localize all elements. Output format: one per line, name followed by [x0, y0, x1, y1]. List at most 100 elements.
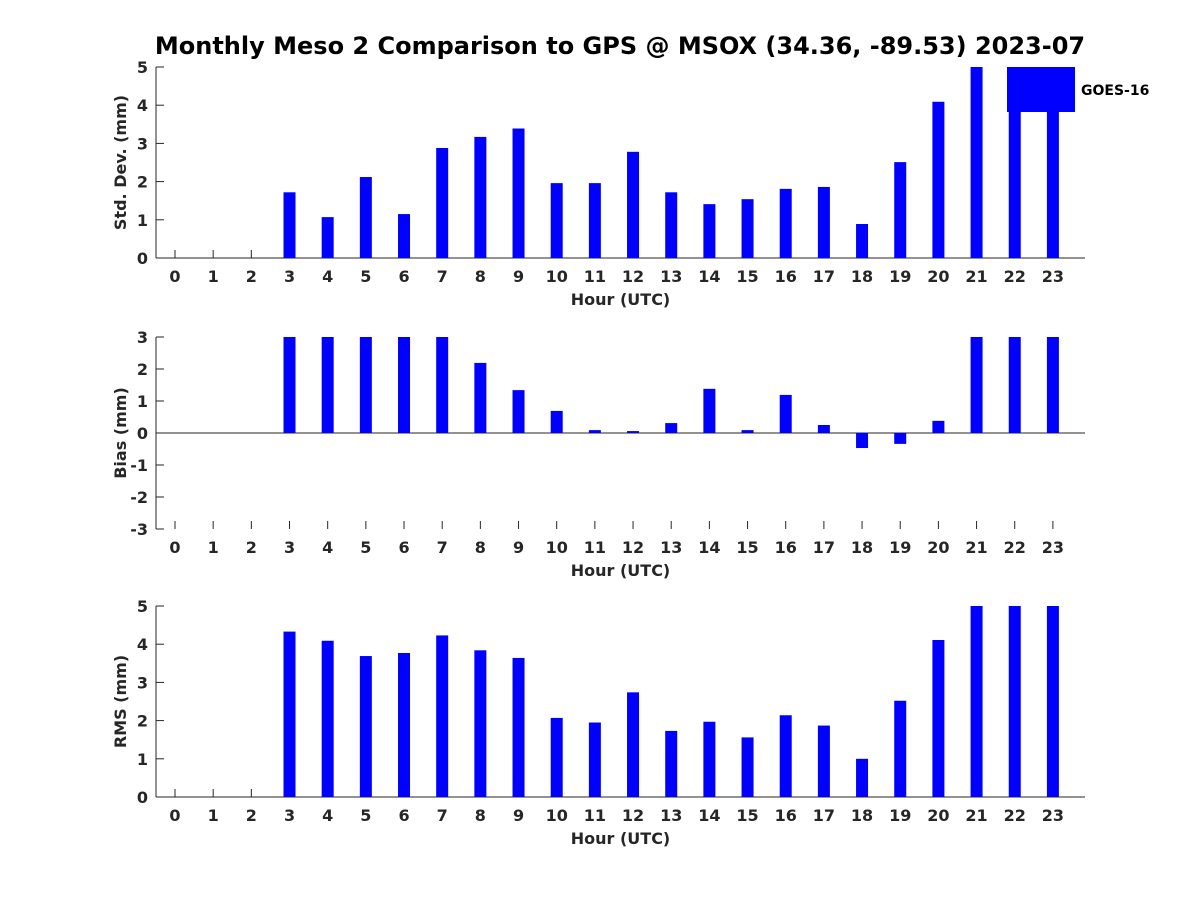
std-dev-x-tick-label: 10: [546, 267, 568, 286]
rms-bar: [1046, 606, 1059, 797]
bias-bar: [932, 420, 945, 433]
bias-x-tick-label: 12: [622, 538, 644, 557]
std-dev-x-tick-label: 0: [169, 267, 180, 286]
std-dev-bar: [283, 192, 296, 258]
bias-x-tick-label: 13: [660, 538, 682, 557]
rms-bar: [894, 700, 907, 797]
bias-bar: [856, 433, 869, 449]
std-dev-x-tick-label: 1: [208, 267, 219, 286]
std-dev-x-tick-label: 22: [1004, 267, 1026, 286]
rms-x-tick-label: 11: [584, 806, 606, 825]
rms-bar: [474, 650, 487, 797]
rms-x-tick-label: 22: [1004, 806, 1026, 825]
rms-bar: [932, 639, 945, 797]
bias-bar: [474, 362, 487, 433]
bias-y-tick-label: -3: [130, 520, 148, 539]
rms-x-tick-label: 20: [927, 806, 949, 825]
std-dev-x-tick-label: 21: [965, 267, 987, 286]
rms-x-tick-label: 23: [1042, 806, 1064, 825]
bias-x-tick-label: 21: [965, 538, 987, 557]
bias-y-tick-label: -1: [130, 456, 148, 475]
rms-x-axis-label: Hour (UTC): [571, 829, 671, 848]
std-dev-bar: [932, 101, 945, 259]
chart-title: Monthly Meso 2 Comparison to GPS @ MSOX …: [155, 32, 1085, 60]
rms-x-tick-label: 2: [246, 806, 257, 825]
bias-x-tick-label: 8: [475, 538, 486, 557]
std-dev-bar: [894, 162, 907, 258]
std-dev-bar: [856, 224, 869, 258]
std-dev-bar: [741, 199, 754, 258]
bias-x-tick-label: 18: [851, 538, 873, 557]
std-dev-bar: [779, 188, 792, 258]
std-dev-x-tick-label: 5: [360, 267, 371, 286]
std-dev-bar: [588, 183, 601, 258]
std-dev-x-tick-label: 9: [513, 267, 524, 286]
std-dev-y-tick-label: 1: [137, 211, 148, 230]
bias-x-tick-label: 20: [927, 538, 949, 557]
rms-x-tick-label: 9: [513, 806, 524, 825]
bias-x-tick-label: 16: [775, 538, 797, 557]
rms-bar: [398, 652, 411, 797]
rms-bar: [970, 606, 983, 797]
rms-bar: [1008, 606, 1021, 797]
bias-x-tick-label: 6: [398, 538, 409, 557]
bias-x-tick-label: 1: [208, 538, 219, 557]
std-dev-bar: [817, 186, 830, 258]
std-dev-x-tick-label: 14: [698, 267, 720, 286]
bias-x-tick-label: 3: [284, 538, 295, 557]
bias-bar: [436, 337, 449, 433]
rms-y-axis-label: RMS (mm): [111, 655, 130, 748]
std-dev-x-tick-label: 19: [889, 267, 911, 286]
rms-bar: [550, 717, 563, 797]
std-dev-x-tick-label: 17: [813, 267, 835, 286]
bias-x-tick-label: 2: [246, 538, 257, 557]
bias-x-axis-label: Hour (UTC): [571, 561, 671, 580]
bias-x-tick-label: 11: [584, 538, 606, 557]
bias-y-tick-label: 2: [137, 360, 148, 379]
bias-bar: [627, 431, 640, 433]
bias-y-tick-label: -2: [130, 488, 148, 507]
bias-bar: [665, 423, 678, 433]
rms-bar: [283, 631, 296, 797]
rms-x-tick-label: 14: [698, 806, 720, 825]
bias-bar: [1008, 337, 1021, 433]
bias-x-tick-label: 10: [546, 538, 568, 557]
bias-y-tick-label: 0: [137, 424, 148, 443]
rms-y-tick-label: 1: [137, 750, 148, 769]
std-dev-bar: [703, 204, 716, 258]
bias-bar: [741, 430, 754, 433]
bias-bar: [550, 410, 563, 433]
rms-x-tick-label: 21: [965, 806, 987, 825]
bias-x-tick-label: 5: [360, 538, 371, 557]
std-dev-x-tick-label: 11: [584, 267, 606, 286]
rms-y-tick-label: 3: [137, 673, 148, 692]
std-dev-x-tick-label: 16: [775, 267, 797, 286]
std-dev-y-axis-label: Std. Dev. (mm): [111, 95, 130, 230]
rms-bar: [741, 737, 754, 797]
std-dev-bar: [1046, 67, 1059, 258]
bias-x-tick-label: 0: [169, 538, 180, 557]
rms-x-tick-label: 8: [475, 806, 486, 825]
std-dev-x-tick-label: 4: [322, 267, 333, 286]
rms-x-tick-label: 16: [775, 806, 797, 825]
rms-x-tick-label: 7: [437, 806, 448, 825]
std-dev-y-tick-label: 3: [137, 134, 148, 153]
std-dev-bar: [359, 177, 372, 258]
std-dev-x-tick-label: 13: [660, 267, 682, 286]
bias-x-tick-label: 17: [813, 538, 835, 557]
rms-y-tick-label: 0: [137, 788, 148, 807]
std-dev-bar: [474, 136, 487, 258]
rms-bar: [703, 721, 716, 797]
rms-bar: [627, 692, 640, 797]
std-dev-x-tick-label: 6: [398, 267, 409, 286]
std-dev-bar: [627, 151, 640, 258]
rms-bar: [512, 657, 525, 797]
rms-x-tick-label: 4: [322, 806, 333, 825]
rms-bar: [359, 656, 372, 797]
std-dev-x-tick-label: 8: [475, 267, 486, 286]
std-dev-x-tick-label: 15: [736, 267, 758, 286]
bias-x-tick-label: 23: [1042, 538, 1064, 557]
bias-bar: [359, 337, 372, 433]
